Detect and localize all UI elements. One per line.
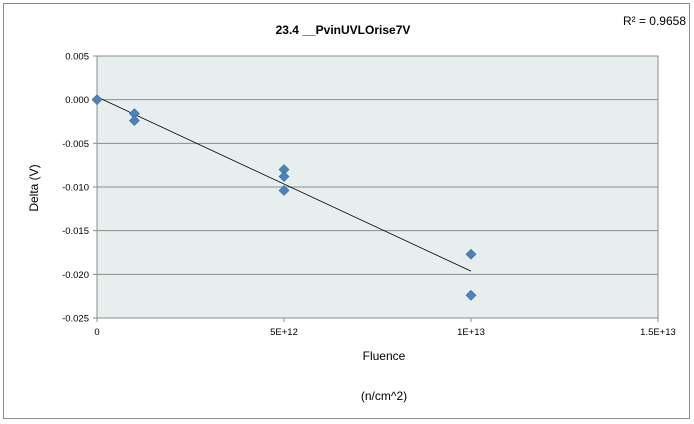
data-point-5 <box>278 185 290 196</box>
x-axis-ticks: 0 5E+12 1E+13 1.5E+13 <box>94 318 676 338</box>
r-squared-label: R² = 0.9658 <box>623 14 686 28</box>
chart-frame: 0.005 0.000 -0.005 -0.010 -0.015 -0.020 -0.025… <box>3 3 690 419</box>
scatter-chart: 0.005 0.000 -0.005 -0.010 -0.015 -0.020 -0.025… <box>27 14 686 403</box>
x-tick-label: 1E+13 <box>457 327 485 338</box>
x-tick-label: 5E+12 <box>270 327 298 338</box>
y-tick-label: -0.020 <box>62 270 89 281</box>
x-tick-label: 1.5E+13 <box>640 327 676 338</box>
data-point-6 <box>465 248 477 260</box>
chart-title: 23.4 __PvinUVLOrise7V <box>276 23 411 37</box>
x-axis-title: Fluence <box>363 349 406 363</box>
data-point-4 <box>278 171 290 182</box>
y-tick-label: 0.000 <box>65 95 89 106</box>
data-points <box>91 94 477 301</box>
data-point-2 <box>128 115 140 127</box>
y-tick-label: 0.005 <box>65 52 89 63</box>
y-axis-ticks: 0.005 0.000 -0.005 -0.010 -0.015 -0.020 -0.025 <box>62 52 97 325</box>
y-axis-title: Delta (V) <box>27 164 41 211</box>
data-point-7 <box>465 289 477 301</box>
y-tick-label: -0.015 <box>62 226 89 237</box>
x-axis-subtitle: (n/cm^2) <box>361 389 407 403</box>
x-tick-label: 0 <box>94 327 99 338</box>
y-tick-label: -0.005 <box>62 139 89 150</box>
data-point-0 <box>91 94 103 106</box>
y-tick-label: -0.010 <box>62 183 89 194</box>
y-tick-label: -0.025 <box>62 314 89 325</box>
linear-trendline <box>96 96 472 272</box>
